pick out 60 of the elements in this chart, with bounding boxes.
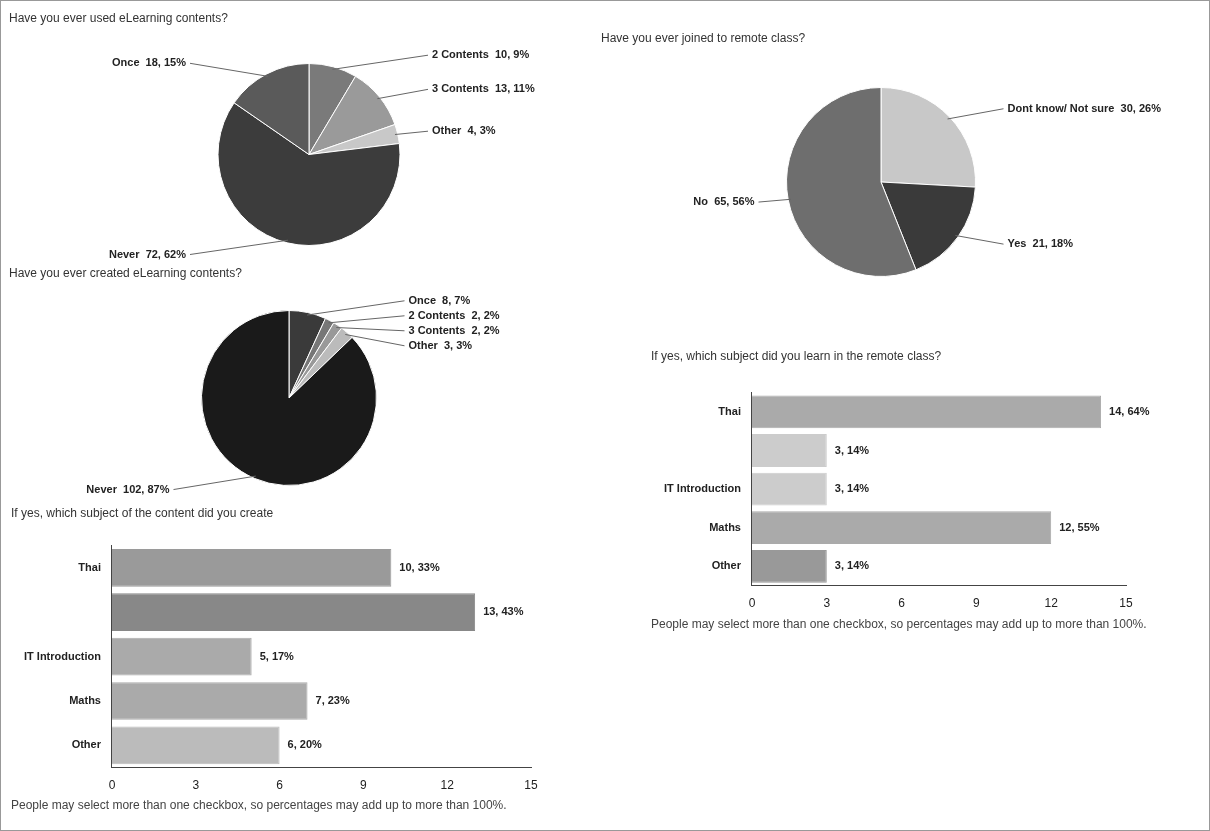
y-tick-label: Other (711, 559, 742, 572)
chart-title: If yes, which subject of the content did you create (11, 506, 274, 520)
slice-label: Never 72, 62% (108, 247, 187, 260)
slice-label: 2 Contents 10, 9% (432, 48, 530, 61)
bar (111, 593, 476, 632)
data-label: 3, 14% (834, 482, 870, 495)
slice-label: Other 4, 3% (432, 124, 496, 137)
y-tick-label: IT Introduction (664, 482, 742, 495)
text: People may select more than one checkbox, so percentages may add up to more than 100%. (11, 798, 507, 812)
slice-label: Once 18, 15% (112, 56, 187, 69)
chart-title: Have you ever created eLearning contents? (9, 266, 242, 280)
x-tick-label: 9 (360, 778, 368, 793)
slice-label: Once 8, 7% (408, 293, 471, 306)
data-label: 5, 17% (259, 649, 295, 662)
x-tick-label: 12 (1044, 596, 1059, 611)
y-tick-label: Thai (718, 404, 741, 417)
data-label: 13, 43% (483, 605, 524, 618)
y-tick-label: Maths (709, 520, 741, 533)
x-tick-label: 15 (1119, 596, 1133, 611)
data-label: 12, 55% (1059, 520, 1100, 533)
bar (111, 726, 280, 765)
data-label: 3, 14% (834, 443, 870, 456)
chart-title: Have you ever joined to remote class? (601, 31, 806, 45)
bar (751, 472, 827, 506)
x-tick-label: 9 (973, 596, 981, 611)
bar (111, 548, 392, 587)
bar (751, 434, 827, 467)
x-tick-label: 3 (823, 596, 831, 611)
slice-label: Dont know/ Not sure 30, 26% (1007, 101, 1162, 114)
data-label: 14, 64% (1109, 404, 1150, 417)
data-label: 3, 14% (834, 559, 870, 572)
slice-label: 3 Contents 13, 11% (432, 82, 535, 95)
y-tick-label: Thai (78, 560, 101, 573)
x-tick-label: 6 (898, 596, 906, 611)
x-tick-label: 0 (748, 596, 756, 611)
slice-label: Never 102, 87% (86, 482, 170, 495)
x-tick-label: 0 (108, 778, 116, 793)
x-tick-label: 15 (524, 778, 538, 793)
chart-title: If yes, which subject did you learn in the remote class? (651, 349, 942, 363)
slice-label: No 65, 56% (693, 195, 755, 208)
x-tick-label: 3 (192, 778, 200, 793)
y-tick-label: Maths (69, 694, 101, 707)
bar (111, 682, 308, 720)
slice-label: Yes 21, 18% (1007, 237, 1074, 250)
data-label: 6, 20% (287, 738, 323, 751)
bar (751, 395, 1102, 429)
slice-label: Other 3, 3% (408, 338, 473, 351)
bar (751, 549, 827, 583)
slice-label: 3 Contents 2, 2% (408, 323, 500, 336)
y-tick-label: IT Introduction (24, 649, 102, 662)
x-tick-label: 12 (440, 778, 455, 793)
slice-label: 2 Contents 2, 2% (408, 308, 500, 321)
bar (111, 637, 252, 676)
data-label: 7, 23% (315, 694, 350, 707)
text: People may select more than one checkbox, so percentages may add up to more than 100%. (651, 617, 1147, 631)
chart-title: Have you ever used eLearning contents? (9, 11, 228, 25)
data-label: 10, 33% (399, 560, 440, 573)
x-tick-label: 6 (276, 778, 284, 793)
y-tick-label: Other (71, 738, 102, 751)
bar (751, 511, 1052, 545)
